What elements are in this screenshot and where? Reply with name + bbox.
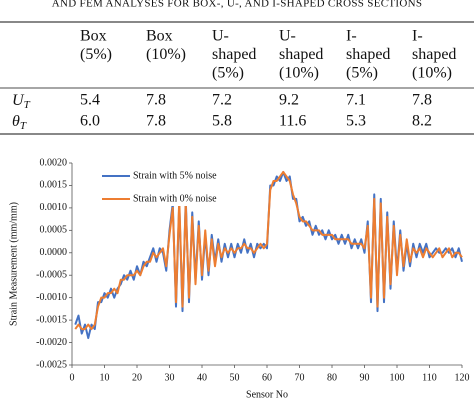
column-header: (5%): [212, 65, 244, 82]
column-header: I-: [412, 28, 423, 45]
column-header: (5%): [80, 46, 112, 63]
x-tick-label: 70: [295, 372, 305, 383]
y-tick-label: 0.0000: [40, 247, 68, 258]
table-cell: 11.6: [279, 113, 306, 130]
table-cell: 7.8: [146, 92, 166, 109]
table-cell: 6.0: [80, 113, 100, 130]
column-header: (10%): [146, 46, 186, 63]
x-tick-label: 90: [360, 372, 370, 383]
column-header: (10%): [279, 65, 319, 82]
table-cell: 7.1: [346, 92, 366, 109]
column-header: U-: [279, 28, 296, 45]
y-tick-label: -0.0005: [36, 270, 67, 281]
x-tick-label: 120: [455, 372, 470, 383]
column-header: Box: [146, 28, 173, 45]
series-line: [74, 170, 463, 331]
caption: AND FEM ANALYSES FOR BOX-, U-, AND I-SHA…: [52, 0, 422, 10]
column-header: shaped: [412, 46, 456, 63]
x-tick-label: 50: [230, 372, 240, 383]
table-cell: 7.2: [212, 92, 232, 109]
y-axis-label: Strain Measurement (mm/mm): [8, 202, 19, 326]
row-label: UT: [12, 92, 31, 111]
y-tick-label: 0.0020: [40, 157, 68, 168]
x-tick-label: 80: [327, 372, 337, 383]
legend-label: Strain with 5% noise: [133, 170, 217, 181]
column-header: shaped: [212, 46, 256, 63]
y-tick-label: 0.0010: [40, 202, 68, 213]
legend-bg: [100, 169, 212, 183]
y-tick-label: 0.0015: [40, 180, 68, 191]
x-tick-label: 60: [262, 372, 272, 383]
x-tick-label: 0: [70, 372, 75, 383]
x-tick-label: 10: [100, 372, 110, 383]
x-tick-label: 110: [422, 372, 437, 383]
x-tick-label: 30: [165, 372, 175, 383]
table-cell: 7.8: [412, 92, 432, 109]
row-label-subscript: T: [24, 99, 31, 111]
y-tick-label: -0.0025: [36, 359, 67, 370]
x-tick-label: 100: [390, 372, 405, 383]
legend-label: Strain with 0% noise: [133, 193, 217, 204]
column-header: Box: [80, 28, 107, 45]
y-tick-label: -0.0015: [36, 314, 67, 325]
x-tick-label: 20: [132, 372, 142, 383]
legend-bg: [100, 192, 212, 206]
y-tick-label: 0.0005: [40, 225, 68, 236]
column-header: (5%): [346, 65, 378, 82]
table-cell: 5.8: [212, 113, 232, 130]
y-tick-label: -0.0010: [36, 292, 67, 303]
table-cell: 8.2: [412, 113, 432, 130]
table-cell: 7.8: [146, 113, 166, 130]
row-label-symbol: θ: [12, 113, 20, 130]
table-cell: 5.4: [80, 92, 100, 109]
column-header: U-: [212, 28, 229, 45]
row-label-symbol: U: [12, 92, 25, 109]
column-header: I-: [346, 28, 357, 45]
y-tick-label: -0.0020: [36, 337, 67, 348]
x-axis-label: Sensor No: [246, 389, 288, 400]
row-label-subscript: T: [20, 120, 27, 132]
column-header: shaped: [279, 46, 323, 63]
row-label: θT: [12, 113, 27, 132]
column-header: (10%): [412, 65, 452, 82]
column-header: shaped: [346, 46, 390, 63]
table-cell: 9.2: [279, 92, 299, 109]
x-tick-label: 40: [197, 372, 207, 383]
table-cell: 5.3: [346, 113, 366, 130]
